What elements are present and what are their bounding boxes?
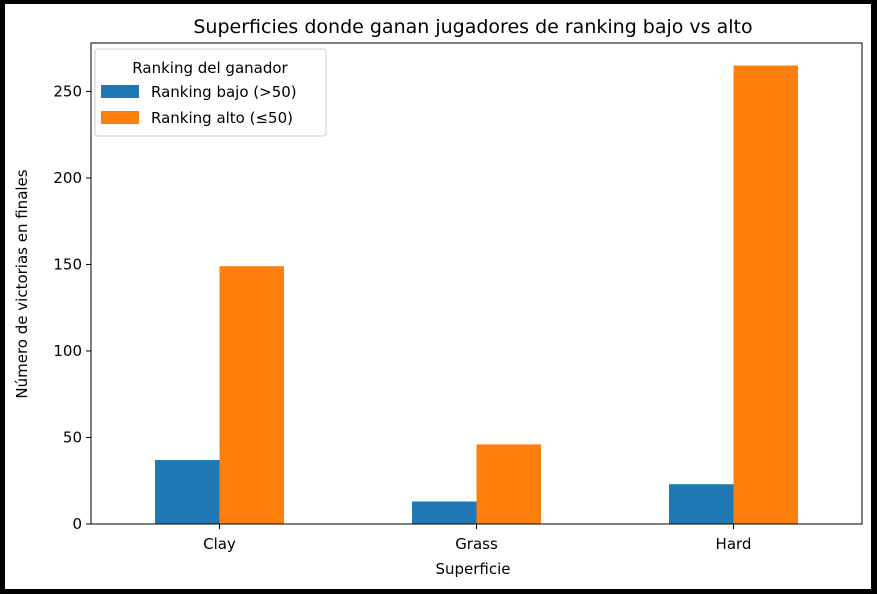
y-tick-label-1: 50 (63, 428, 82, 446)
bar-hard-series-0 (669, 484, 734, 524)
x-axis-ticks: Clay Grass Hard (203, 524, 751, 553)
bar-clay-series-0 (155, 459, 220, 524)
legend: Ranking del ganador Ranking bajo (>50) R… (94, 48, 327, 137)
y-tick-label-3: 150 (53, 255, 82, 273)
legend-label-0: Ranking bajo (>50) (151, 83, 297, 101)
chart-title: Superficies donde ganan jugadores de ran… (193, 16, 752, 38)
y-tick-label-4: 200 (53, 169, 82, 187)
y-tick-label-5: 250 (53, 82, 82, 100)
bar-hard-series-1 (733, 65, 798, 525)
y-tick-label-2: 100 (53, 342, 82, 360)
bars (155, 65, 798, 525)
legend-box (94, 48, 327, 137)
x-tick-label-2: Hard (716, 535, 752, 553)
plot-area-frame (90, 42, 863, 525)
y-axis-ticks: 0 50 100 150 200 250 (53, 82, 91, 533)
x-axis-label: Superficie (435, 560, 510, 578)
legend-swatch-1 (101, 111, 139, 124)
bar-chart: Superficies donde ganan jugadores de ran… (13, 16, 863, 578)
bar-grass-series-0 (412, 501, 477, 524)
legend-label-1: Ranking alto (≤50) (151, 109, 293, 127)
bar-clay-series-1 (219, 266, 284, 524)
y-axis-label: Número de victorias en finales (13, 169, 31, 398)
x-tick-label-0: Clay (203, 535, 236, 553)
y-tick-label-0: 0 (72, 515, 82, 533)
legend-swatch-0 (101, 85, 139, 98)
legend-title: Ranking del ganador (132, 59, 288, 77)
chart-figure: Superficies donde ganan jugadores de ran… (5, 4, 871, 589)
x-tick-label-1: Grass (455, 535, 498, 553)
bar-grass-series-1 (476, 444, 541, 524)
